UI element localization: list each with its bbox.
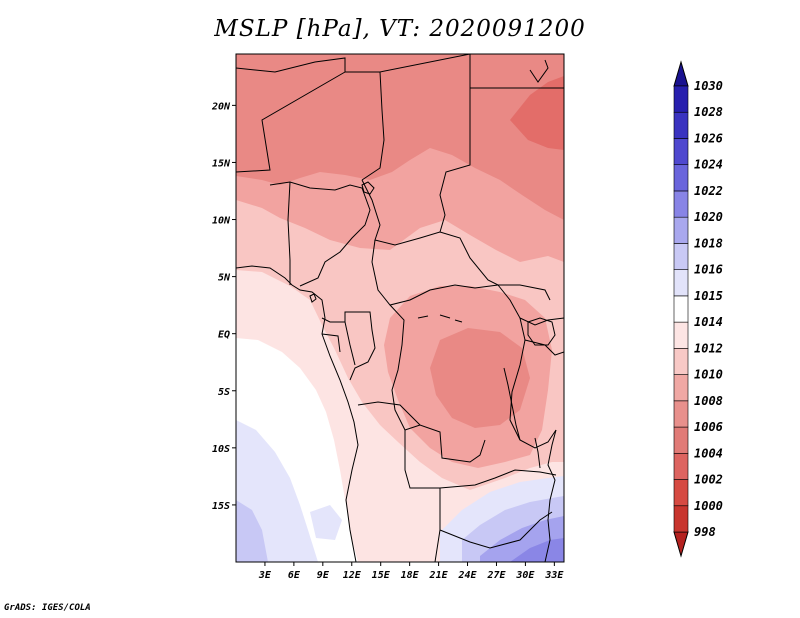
colorbar-box [673,321,689,349]
southern-borders [357,401,557,562]
colorbar-label: 998 [694,525,716,539]
colorbar-box [673,400,689,428]
x-tick-label: 12E [343,570,362,581]
y-tick-label: EQ [218,330,230,341]
colorbar-label: 1020 [694,210,723,224]
country-borders [236,54,564,562]
nigeria-borders [269,181,371,287]
chad-sudan-borders [361,108,551,301]
field-1006-northeast [510,76,564,150]
x-tick-label: 18E [401,570,420,581]
field-1016-patch [310,505,342,540]
colorbar-label: 1006 [694,420,723,434]
colorbar-label: 1014 [694,315,723,329]
colorbar: 998 1000 1002 1004 1006 1008 1010 1012 1014 1015 1… [673,60,723,558]
y-tick-label: 5N [218,273,231,284]
x-tick-label: 9E [317,570,330,581]
colorbar-box [673,243,689,270]
pressure-field [236,54,564,562]
bioko-island [309,293,317,303]
map-frame [235,53,565,563]
colorbar-box [673,216,689,244]
colorbar-box [673,374,689,402]
field-1022-southeast [510,538,564,562]
colorbar-box [673,190,689,218]
y-tick-label: 5S [218,387,230,398]
colorbar-box [673,505,689,533]
colorbar-label: 1010 [694,368,723,382]
colorbar-box [673,164,689,192]
east-coastline [544,429,557,562]
x-tick-label: 24E [457,570,477,581]
colorbar-label: 1015 [694,289,723,303]
colorbar-label: 1008 [694,394,723,408]
east-african-borders [497,284,564,449]
x-tick-label: 3E [258,570,272,581]
field-1008-north [236,54,564,220]
y-axis-ticks: 20N 15N 10N 5N EQ 5S 10S 15S [211,101,236,512]
colorbar-box [673,426,689,454]
field-1018-southwest [236,500,268,562]
colorbar-max-triangle [673,60,689,87]
y-tick-label: 10N [212,216,231,227]
colorbar-box [673,269,689,297]
y-tick-label: 10S [212,444,230,455]
lake-victoria-outline [527,317,556,346]
colorbar-min-triangle [673,531,689,558]
colorbar-label: 1012 [694,341,723,355]
colorbar-label: 1022 [694,184,723,198]
y-tick-label: 15S [212,501,230,512]
x-tick-label: 27E [486,570,506,581]
field-1008-central [430,328,530,428]
map-title: MSLP [hPa], VT: 2020091200 [214,16,586,42]
colorbar-label: 1018 [694,236,723,250]
lake-malawi-outline [534,437,541,469]
sinai-coast [529,59,549,83]
colorbar-label: 1000 [694,499,723,513]
colorbar-label: 1030 [694,79,723,93]
x-tick-label: 21E [429,570,449,581]
x-tick-label: 33E [544,570,564,581]
grads-credit: GrADS: IGES/COLA [4,603,91,613]
lake-tanganyika-outline [503,367,521,441]
x-tick-label: 15E [372,570,391,581]
colorbar-box [673,452,689,480]
x-tick-label: 30E [515,570,535,581]
colorbar-box [673,85,689,113]
y-tick-label: 20N [211,101,231,112]
colorbar-box [673,138,689,166]
colorbar-box [673,111,689,139]
colorbar-label: 1016 [694,263,723,277]
congo-river-marks [417,314,463,323]
colorbar-label: 1028 [694,105,723,119]
x-axis-ticks: 3E 6E 9E 12E 15E 18E 21E 24E 27E 30E 33E [258,562,564,581]
colorbar-label: 1004 [694,446,723,460]
colorbar-label: 1026 [694,131,723,145]
lake-chad-outline [361,181,375,195]
sahara-borders [236,54,564,181]
colorbar-label: 1024 [694,158,723,172]
y-tick-label: 15N [212,158,231,169]
congo-gabon-borders [321,311,376,381]
x-tick-label: 6E [288,570,301,581]
colorbar-box [673,479,689,507]
colorbar-box [673,295,689,323]
colorbar-box [673,348,689,375]
colorbar-label: 1002 [694,473,723,487]
